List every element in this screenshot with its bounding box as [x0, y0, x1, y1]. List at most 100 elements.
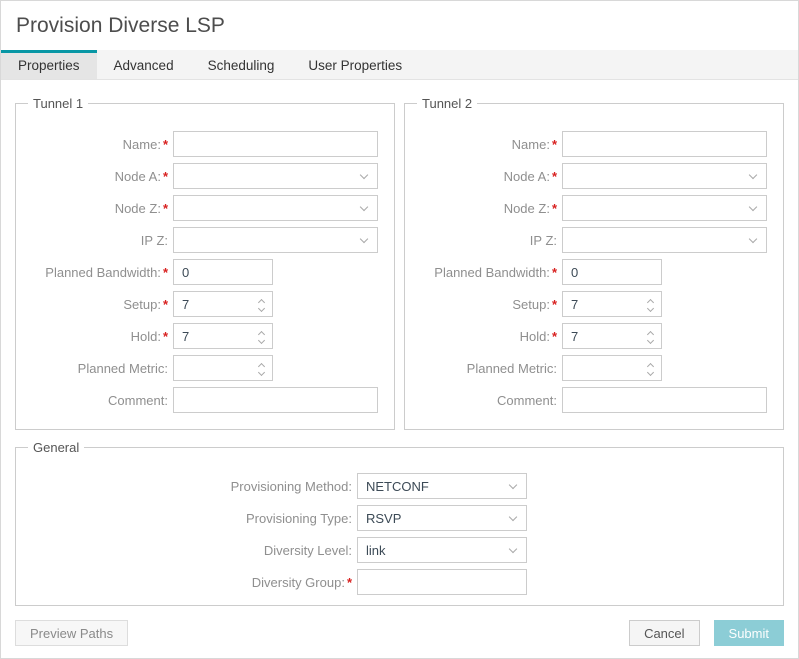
tunnel-1-section: Tunnel 1 Name: * Node A: * Node Z: *	[15, 96, 395, 430]
required-asterisk: *	[162, 328, 168, 344]
tunnel1-ip-z-select[interactable]	[173, 227, 378, 253]
tunnel2-hold-spinner[interactable]	[562, 323, 662, 349]
tunnel2-planned-bandwidth-input[interactable]	[562, 259, 662, 285]
field-row-planned-metric: Planned Metric:	[413, 355, 775, 381]
submit-button[interactable]: Submit	[713, 620, 784, 646]
label-text: Node A:	[114, 168, 161, 184]
tunnel2-name-input[interactable]	[562, 131, 767, 157]
label-text: Setup:	[512, 296, 550, 312]
label-text: Name:	[511, 136, 550, 152]
tunnel2-hold-input[interactable]	[571, 328, 648, 344]
diversity-group-input[interactable]	[357, 569, 527, 595]
planned-metric-label: Planned Metric:	[24, 361, 168, 376]
tunnel1-setup-spinner[interactable]	[173, 291, 273, 317]
field-row-hold: Hold: *	[24, 323, 386, 349]
field-row-planned-metric: Planned Metric:	[24, 355, 386, 381]
spinner-down-icon[interactable]	[257, 368, 266, 376]
hold-label: Hold: *	[413, 329, 557, 344]
node-z-label: Node Z: *	[413, 201, 557, 216]
tunnel2-ip-z-select[interactable]	[562, 227, 767, 253]
spinner-buttons	[646, 362, 655, 376]
cancel-button[interactable]: Cancel	[629, 620, 700, 646]
tunnel2-setup-spinner[interactable]	[562, 291, 662, 317]
field-row-comment: Comment:	[24, 387, 386, 413]
label-text: IP Z:	[529, 232, 557, 248]
provisioning-method-select[interactable]: NETCONF	[357, 473, 527, 499]
tunnel2-planned-metric-input[interactable]	[571, 360, 648, 376]
label-text: Node A:	[503, 168, 550, 184]
preview-paths-button[interactable]: Preview Paths	[15, 620, 129, 646]
ip-z-label: IP Z:	[413, 233, 557, 248]
provisioning-type-select[interactable]: RSVP	[357, 505, 527, 531]
tunnel1-planned-metric-spinner[interactable]	[173, 355, 273, 381]
required-asterisk: *	[162, 168, 168, 184]
diversity-level-select[interactable]: link	[357, 537, 527, 563]
required-asterisk: *	[162, 264, 168, 280]
label-text: Planned Bandwidth:	[45, 264, 161, 280]
field-row-node-a: Node A: *	[24, 163, 386, 189]
planned-metric-label: Planned Metric:	[413, 361, 557, 376]
spinner-down-icon[interactable]	[257, 336, 266, 344]
label-text: Hold:	[519, 328, 550, 344]
label-text: Provisioning Method:	[230, 478, 352, 494]
tunnel1-hold-spinner[interactable]	[173, 323, 273, 349]
label-text: Name:	[122, 136, 161, 152]
field-row-planned-bandwidth: Planned Bandwidth: *	[413, 259, 775, 285]
label-text: Diversity Level:	[263, 542, 352, 558]
required-asterisk: *	[551, 264, 557, 280]
name-label: Name: *	[413, 137, 557, 152]
tunnel1-node-a-select[interactable]	[173, 163, 378, 189]
field-row-name: Name: *	[413, 131, 775, 157]
ip-z-label: IP Z:	[24, 233, 168, 248]
tab-user-properties[interactable]: User Properties	[308, 58, 403, 73]
provisioning-type-label: Provisioning Type:	[24, 511, 352, 526]
tunnel1-node-z-select[interactable]	[173, 195, 378, 221]
chevron-down-icon	[748, 202, 758, 212]
tunnel2-node-z-select[interactable]	[562, 195, 767, 221]
field-row-node-z: Node Z: *	[24, 195, 386, 221]
tunnel1-planned-metric-input[interactable]	[182, 360, 259, 376]
required-asterisk: *	[162, 200, 168, 216]
tunnel2-planned-metric-spinner[interactable]	[562, 355, 662, 381]
label-text: IP Z:	[140, 232, 168, 248]
label-text: Provisioning Type:	[246, 510, 352, 526]
required-asterisk: *	[551, 168, 557, 184]
tunnel1-comment-input[interactable]	[173, 387, 378, 413]
label-text: Planned Bandwidth:	[434, 264, 550, 280]
tunnel1-setup-input[interactable]	[182, 296, 259, 312]
selected-value: NETCONF	[366, 478, 429, 494]
field-row-planned-bandwidth: Planned Bandwidth: *	[24, 259, 386, 285]
tunnel1-hold-input[interactable]	[182, 328, 259, 344]
tunnel2-comment-input[interactable]	[562, 387, 767, 413]
tab-bar: Properties Advanced Scheduling User Prop…	[1, 50, 798, 80]
field-row-node-z: Node Z: *	[413, 195, 775, 221]
tunnel2-node-a-select[interactable]	[562, 163, 767, 189]
required-asterisk: *	[551, 200, 557, 216]
tunnel1-planned-bandwidth-input[interactable]	[173, 259, 273, 285]
general-legend: General	[33, 440, 80, 455]
label-text: Hold:	[130, 328, 161, 344]
field-row-node-a: Node A: *	[413, 163, 775, 189]
spinner-buttons	[257, 330, 266, 344]
field-row-diversity-group: Diversity Group: *	[24, 569, 775, 595]
setup-label: Setup: *	[413, 297, 557, 312]
tunnel-2-legend: Tunnel 2	[422, 96, 473, 111]
tab-properties[interactable]: Properties	[1, 50, 97, 79]
node-a-label: Node A: *	[24, 169, 168, 184]
spinner-down-icon[interactable]	[646, 336, 655, 344]
tab-scheduling[interactable]: Scheduling	[207, 58, 275, 73]
spinner-down-icon[interactable]	[646, 368, 655, 376]
label-text: Comment:	[497, 392, 557, 408]
tunnel2-setup-input[interactable]	[571, 296, 648, 312]
field-row-provisioning-type: Provisioning Type: RSVP	[24, 505, 775, 531]
tab-advanced[interactable]: Advanced	[113, 58, 174, 73]
name-label: Name: *	[24, 137, 168, 152]
chevron-down-icon	[359, 202, 369, 212]
setup-label: Setup: *	[24, 297, 168, 312]
spinner-down-icon[interactable]	[257, 304, 266, 312]
tunnel1-name-input[interactable]	[173, 131, 378, 157]
spinner-down-icon[interactable]	[646, 304, 655, 312]
label-text: Node Z:	[114, 200, 161, 216]
field-row-hold: Hold: *	[413, 323, 775, 349]
